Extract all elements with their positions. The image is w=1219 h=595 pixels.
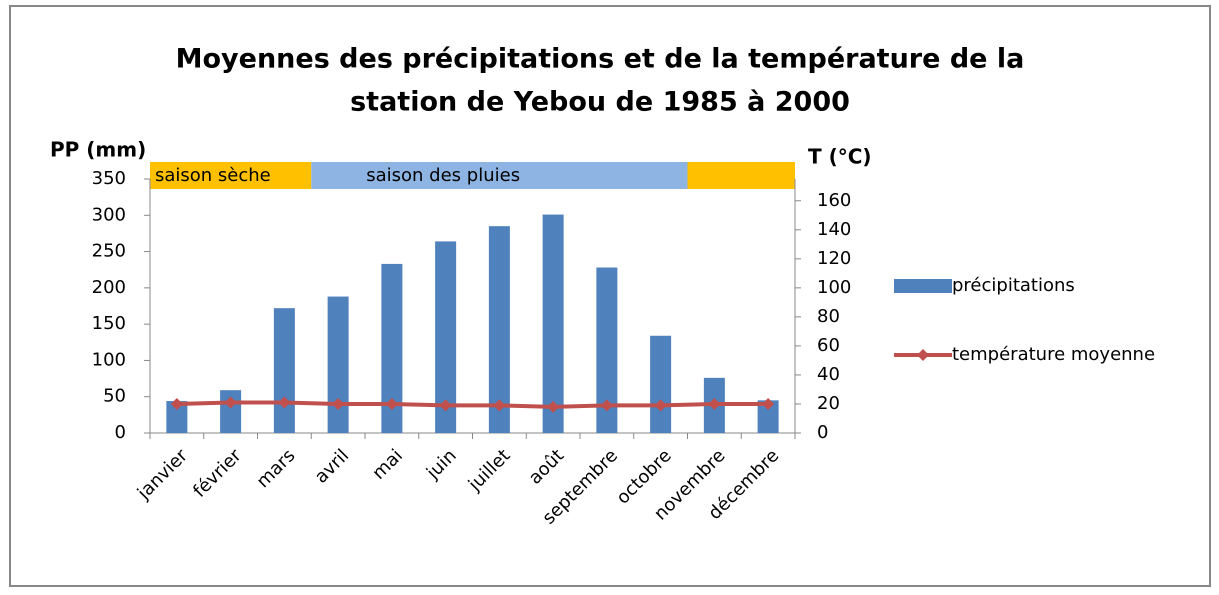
season-band [150, 162, 312, 189]
y-axis-label: PP (mm) [50, 138, 146, 162]
legend-swatch [917, 349, 929, 361]
bar [488, 226, 510, 433]
marker [762, 397, 775, 410]
y2-tick-label: 60 [817, 335, 840, 356]
y2-axis-label: T (°C) [808, 145, 872, 169]
marker [708, 397, 721, 410]
y2-tick-label: 120 [817, 248, 851, 269]
chart-title: Moyennes des précipitations et de la tem… [176, 44, 1025, 75]
marker [385, 397, 398, 410]
season-band [311, 162, 688, 189]
legend-label: précipitations [952, 275, 1075, 296]
y2-tick-label: 100 [817, 277, 851, 298]
y-tick-label: 0 [115, 422, 126, 443]
season-label: saison sèche [155, 165, 271, 186]
season-label: saison des pluies [366, 165, 520, 186]
season-band [687, 162, 795, 189]
marker [654, 399, 667, 412]
marker [547, 400, 560, 413]
line [176, 400, 769, 409]
bar [596, 267, 618, 433]
marker [600, 399, 613, 412]
bar [273, 308, 295, 433]
y-tick-label: 150 [92, 313, 126, 334]
y-tick-label: 200 [92, 277, 126, 298]
y2-tick-label: 80 [817, 306, 840, 327]
marker [439, 399, 452, 412]
legend-swatch [894, 279, 952, 293]
y-tick-label: 100 [92, 349, 126, 370]
legend-label: température moyenne [952, 344, 1155, 365]
bar [542, 214, 564, 433]
bar [757, 400, 779, 433]
marker [332, 397, 345, 410]
y-tick-label: 350 [92, 168, 126, 189]
bar [435, 241, 457, 433]
marker [224, 396, 237, 409]
marker [170, 397, 183, 410]
bar [327, 296, 349, 433]
marker [493, 399, 506, 412]
y-tick-label: 250 [92, 241, 126, 262]
chart-title: station de Yebou de 1985 à 2000 [350, 87, 850, 118]
bar [381, 263, 403, 433]
y2-tick-label: 0 [817, 422, 828, 443]
y2-tick-label: 20 [817, 393, 840, 414]
y-tick-label: 300 [92, 204, 126, 225]
y2-tick-label: 140 [817, 219, 851, 240]
y2-tick-label: 40 [817, 364, 840, 385]
bar [166, 401, 188, 433]
marker [278, 396, 291, 409]
bar [650, 335, 672, 433]
y-tick-label: 50 [103, 386, 126, 407]
y2-tick-label: 160 [817, 190, 851, 211]
